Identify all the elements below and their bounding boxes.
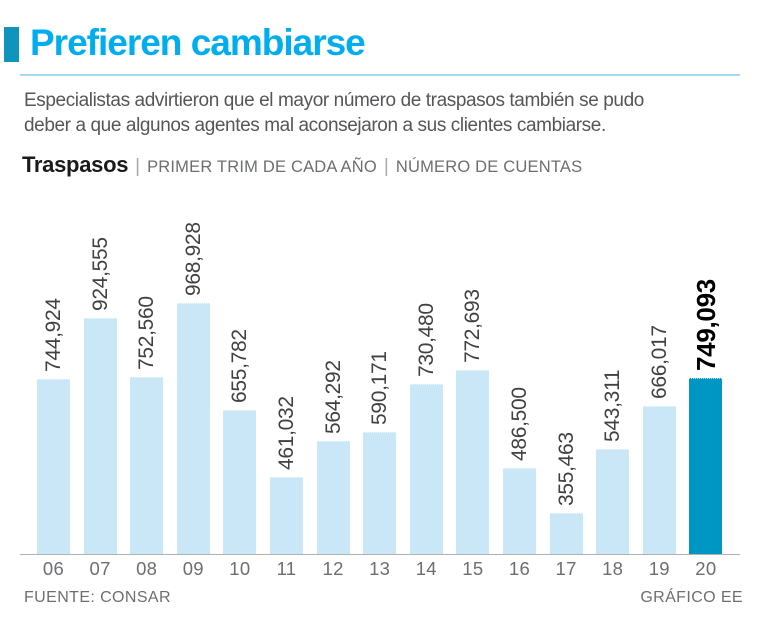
title-accent-block [4,27,19,62]
bar-highlight [689,378,723,554]
bar-value-label: 655,782 [228,329,252,403]
chart-header-separator-1: | [135,156,141,177]
intro-text-line2: deber a que algunos agentes mal aconseja… [24,115,606,136]
bar [176,303,210,554]
bar-value-label: 749,093 [690,279,721,371]
bar [409,384,443,554]
x-tick-label: 19 [648,558,670,579]
bar-value-label: 924,555 [88,237,112,311]
bar-value-label: 666,017 [647,325,671,399]
title-divider [20,74,740,76]
intro-text-line1: Especialistas advirtieron que el mayor n… [24,90,644,111]
bar [223,410,257,554]
x-tick-label: 14 [415,558,437,579]
x-tick-label: 15 [462,558,484,579]
bar [83,318,117,554]
bar-value-label: 543,311 [601,369,625,442]
source-note: FUENTE: CONSAR [24,589,171,606]
x-tick-label: 11 [276,558,297,579]
x-axis-line [20,554,740,555]
bar-value-label: 744,924 [42,298,65,372]
bar-value-label: 590,171 [368,351,392,425]
x-tick-label: 06 [42,558,65,579]
x-tick-label: 09 [182,558,204,579]
bar-value-label: 564,292 [321,360,345,434]
credit-note: GRÁFICO EE [640,589,743,606]
bar [596,449,630,554]
bar [130,377,164,554]
chart-header-separator-2: | [383,156,389,177]
bar-value-label: 772,693 [461,289,485,363]
x-tick-label: 18 [602,558,624,579]
x-tick-label: 07 [89,558,111,579]
x-tick-label: 20 [695,558,717,579]
x-tick-label: 12 [322,558,344,579]
bar-value-label: 730,480 [414,303,438,377]
chart-header: Traspasos | PRIMER TRIM DE CADA AÑO | NÚ… [22,152,582,178]
bar [37,379,70,554]
bar [316,441,350,554]
bar [270,477,303,554]
bar [456,370,490,554]
x-tick-label: 13 [369,558,391,579]
bar-value-label: 486,500 [508,387,531,461]
x-tick-label: 16 [508,558,531,579]
x-tick-label: 17 [555,558,577,579]
bar [363,432,397,554]
chart-subtitle-period: PRIMER TRIM DE CADA AÑO [147,158,377,176]
x-tick-label: 10 [229,558,251,579]
bar [642,406,676,554]
bar [503,468,536,554]
bar-value-label: 968,928 [181,222,205,296]
page-title: Prefieren cambiarse [30,22,366,63]
chart-subtitle-units: NÚMERO DE CUENTAS [395,158,583,176]
bar [549,513,583,554]
x-tick-label: 08 [136,558,158,579]
bar-value-label: 355,463 [554,432,578,506]
chart-title: Traspasos [22,152,129,177]
bar-value-label: 461,032 [275,396,298,470]
bar-value-label: 752,560 [135,296,159,370]
